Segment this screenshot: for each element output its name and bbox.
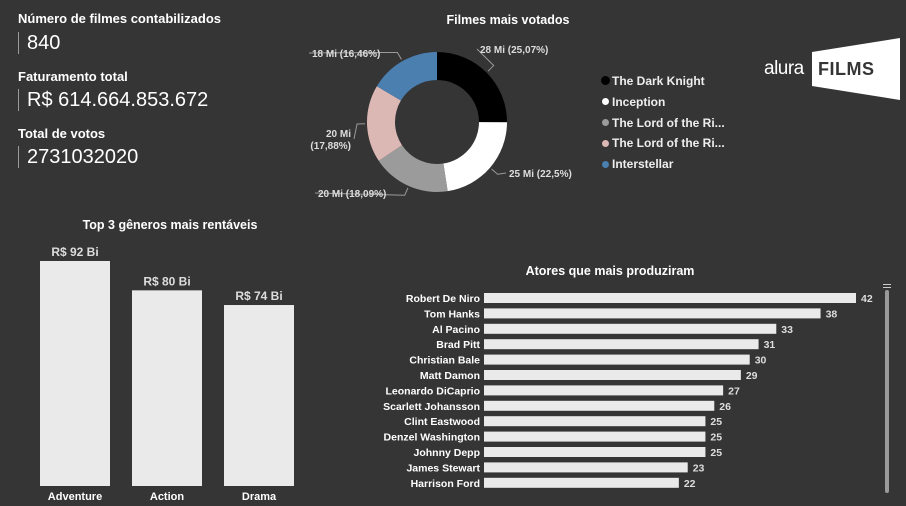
actor-name-9: Denzel Washington — [384, 432, 480, 444]
actor-name-3: Brad Pitt — [436, 339, 480, 351]
actor-name-12: Harrison Ford — [411, 478, 480, 490]
legend-label-1: Inception — [612, 94, 666, 109]
actor-bar-0[interactable] — [484, 293, 856, 303]
logo-word: alura — [764, 58, 804, 79]
donut-data-label-0: 28 Mi (25,07%) — [480, 45, 548, 56]
genre-bar-2[interactable] — [224, 305, 294, 486]
actor-value-label-1: 38 — [826, 308, 838, 320]
kpi-revenue-label: Faturamento total — [18, 69, 128, 84]
legend-dot-3 — [602, 139, 609, 147]
actor-value-label-7: 26 — [719, 401, 731, 413]
donut-slice-3[interactable] — [367, 86, 403, 161]
actor-name-0: Robert De Niro — [406, 293, 480, 305]
kpi-films-value: 840 — [18, 32, 60, 54]
kpi-films-label: Número de filmes contabilizados — [18, 11, 221, 26]
actor-value-label-10: 25 — [710, 447, 722, 459]
legend-item-4[interactable]: Interstellar — [602, 157, 673, 171]
scrollbar-cap[interactable] — [883, 284, 891, 288]
actor-name-2: Al Pacino — [432, 324, 480, 336]
actor-bar-11[interactable] — [484, 462, 688, 473]
actor-bar-3[interactable] — [484, 339, 759, 350]
donut-data-label-4: 18 Mi (16,46%) — [312, 49, 380, 60]
donut-slice-4[interactable] — [376, 52, 437, 101]
legend-label-4: Interstellar — [612, 157, 674, 172]
actors-scrollbar[interactable] — [885, 290, 889, 493]
actor-value-label-6: 27 — [728, 385, 740, 397]
actor-value-label-3: 31 — [764, 339, 776, 351]
genre-data-label-1: R$ 80 Bi — [143, 274, 190, 288]
actor-bar-1[interactable] — [484, 308, 821, 319]
actor-bar-12[interactable] — [484, 477, 679, 488]
legend-dot-4 — [602, 160, 609, 168]
donut-leader-line-1 — [491, 168, 507, 175]
legend-label-0: The Dark Knight — [612, 74, 705, 88]
actor-value-label-4: 30 — [755, 355, 767, 367]
actor-value-label-9: 25 — [710, 432, 722, 444]
logo-box-shape — [812, 38, 900, 100]
actor-name-10: Johnny Depp — [413, 447, 480, 459]
actor-name-1: Tom Hanks — [424, 308, 480, 320]
actor-name-5: Matt Damon — [420, 370, 480, 382]
actor-value-label-11: 23 — [693, 462, 705, 474]
kpi-votes-label: Total de votos — [18, 126, 106, 141]
kpi-votes-value: 2731032020 — [18, 146, 138, 168]
genre-bar-0[interactable] — [40, 261, 110, 486]
actor-bar-8[interactable] — [484, 416, 706, 427]
donut-leader-line-0 — [476, 48, 495, 72]
actor-bar-5[interactable] — [484, 370, 741, 380]
legend-dot-0 — [602, 77, 609, 85]
genre-category-label-1: Action — [150, 491, 185, 503]
actor-bar-7[interactable] — [484, 400, 715, 411]
donut-slice-1[interactable] — [443, 122, 507, 192]
actor-name-4: Christian Bale — [409, 355, 480, 367]
genre-category-label-2: Drama — [242, 491, 277, 503]
legend-dot-2 — [602, 118, 609, 126]
donut-leader-line-4 — [308, 51, 402, 60]
actor-value-label-0: 42 — [861, 293, 873, 305]
actor-bar-10[interactable] — [484, 447, 706, 457]
legend-dot-1 — [602, 98, 609, 106]
actor-bar-4[interactable] — [484, 354, 750, 365]
actor-bar-6[interactable] — [484, 385, 724, 396]
actor-name-11: James Stewart — [406, 462, 480, 474]
legend-item-1[interactable]: Inception — [602, 95, 665, 109]
donut-data-label-1: 25 Mi (22,5%) — [509, 169, 572, 180]
donut-data-label-2: 20 Mi (18,09%) — [318, 189, 386, 200]
genre-chart-title: Top 3 gêneros mais rentáveis — [82, 218, 258, 232]
alura-films-logo: alura FILMS — [758, 38, 900, 100]
legend-label-3: The Lord of the Ri... — [612, 136, 725, 151]
legend-item-0[interactable]: The Dark Knight — [602, 74, 705, 88]
actor-name-8: Clint Eastwood — [404, 416, 480, 428]
legend-item-3[interactable]: The Lord of the Ri... — [602, 136, 725, 150]
actors-chart-title: Atores que mais produziram — [525, 264, 695, 278]
actor-value-label-12: 22 — [684, 478, 696, 490]
actor-value-label-2: 33 — [781, 324, 793, 336]
actor-bar-2[interactable] — [484, 323, 777, 334]
actor-value-label-5: 29 — [746, 370, 758, 382]
donut-leader-line-3 — [353, 123, 366, 140]
legend-item-2[interactable]: The Lord of the Ri... — [602, 116, 725, 130]
legend-label-2: The Lord of the Ri... — [612, 115, 725, 130]
donut-leader-line-2 — [314, 187, 409, 196]
actor-name-6: Leonardo DiCaprio — [385, 385, 480, 397]
actor-bar-9[interactable] — [484, 431, 706, 442]
logo-box-text: FILMS — [818, 59, 875, 79]
kpi-revenue-value: R$ 614.664.853.672 — [18, 89, 208, 111]
donut-chart-title: Filmes mais votados — [446, 13, 570, 27]
actor-name-7: Scarlett Johansson — [383, 401, 480, 413]
genre-bar-1[interactable] — [132, 290, 202, 486]
donut-data-label-3: 20 Mi (17,88%) — [310, 129, 351, 152]
donut-slice-0[interactable] — [437, 52, 507, 123]
genre-data-label-2: R$ 74 Bi — [235, 289, 282, 303]
actor-value-label-8: 25 — [710, 416, 722, 428]
genre-category-label-0: Adventure — [48, 491, 102, 503]
genre-data-label-0: R$ 92 Bi — [51, 245, 98, 259]
donut-slice-2[interactable] — [378, 145, 448, 193]
